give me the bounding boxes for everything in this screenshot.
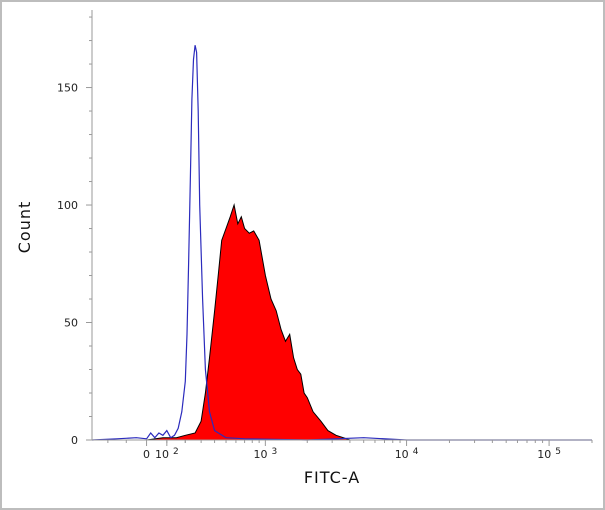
filled-histogram: [92, 203, 592, 441]
x-tick-label: 10 3: [253, 447, 277, 461]
y-ticks: 0 50 100 150: [57, 16, 92, 447]
x-tick-label: 10 2: [155, 447, 179, 461]
y-tick-label: 50: [64, 317, 78, 330]
y-axis-title: Count: [15, 201, 34, 254]
x-tick-label: 10 5: [537, 447, 561, 461]
x-axis-title: FITC-A: [304, 468, 360, 487]
x-tick-label: 10 4: [395, 447, 419, 461]
x-tick-label: 0: [143, 448, 150, 461]
series-layer: [91, 45, 592, 441]
y-tick-label: 0: [71, 434, 78, 447]
outline-histogram: [91, 45, 592, 441]
y-tick-label: 150: [57, 82, 78, 95]
x-ticks: 0 10 2 10 3 10 4 10 5: [107, 440, 593, 461]
y-tick-label: 100: [57, 199, 78, 212]
